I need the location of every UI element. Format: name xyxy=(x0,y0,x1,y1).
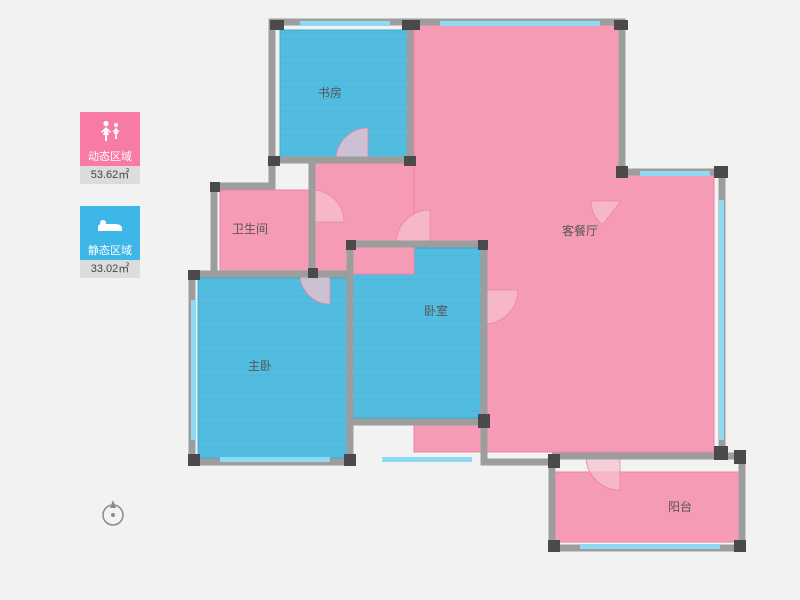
window xyxy=(719,200,724,440)
wall-pillar xyxy=(616,166,628,178)
room-bathroom xyxy=(220,190,312,272)
wall-pillar xyxy=(734,450,746,464)
window xyxy=(440,21,600,26)
wall-pillar xyxy=(346,240,356,250)
wall-pillar xyxy=(268,156,280,166)
wall-pillar xyxy=(478,414,490,428)
wall-pillar xyxy=(188,270,200,280)
wall-pillar xyxy=(548,454,560,468)
wall-pillar xyxy=(308,268,318,278)
window xyxy=(191,300,196,440)
wall-pillar xyxy=(548,540,560,552)
window xyxy=(640,171,710,176)
window xyxy=(580,544,720,549)
wall-pillar xyxy=(344,454,356,466)
floor-plan xyxy=(0,0,800,600)
wall-pillar xyxy=(614,20,628,30)
wall-pillar xyxy=(402,20,420,30)
wall-pillar xyxy=(188,454,200,466)
room-master xyxy=(198,278,350,458)
wall-pillar xyxy=(734,540,746,552)
window xyxy=(382,457,472,462)
window xyxy=(300,21,390,26)
floorplan-canvas: 动态区域 53.62㎡ 静态区域 33.02㎡ xyxy=(0,0,800,600)
wall-pillar xyxy=(478,240,488,250)
wall-pillar xyxy=(210,182,220,192)
wall-pillar xyxy=(714,166,728,178)
window xyxy=(220,457,330,462)
wall-pillar xyxy=(270,20,284,30)
wall-pillar xyxy=(404,156,416,166)
wall-pillar xyxy=(714,446,728,460)
room-balcony xyxy=(554,472,740,542)
